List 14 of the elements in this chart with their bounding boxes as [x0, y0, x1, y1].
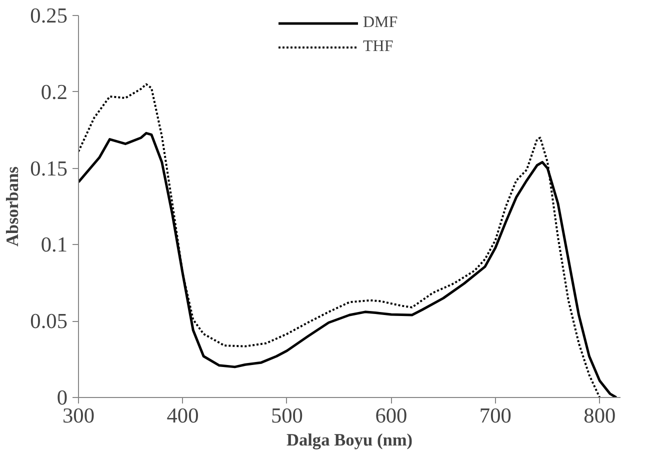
x-tick-label: 800: [584, 404, 616, 428]
y-axis-title: Absorbans: [3, 166, 22, 246]
y-tick-label: 0.15: [30, 156, 68, 180]
legend-label: THF: [363, 38, 394, 56]
y-tick-label: 0.2: [40, 80, 68, 104]
legend-label: DMF: [363, 14, 398, 32]
x-axis-title: Dalga Boyu (nm): [286, 430, 413, 450]
x-tick-label: 700: [479, 404, 512, 428]
y-tick-label: 0.05: [30, 309, 68, 334]
x-tick-label: 500: [270, 404, 303, 428]
y-tick-label: 0.25: [30, 4, 68, 28]
y-tick-label: 0.1: [40, 232, 68, 257]
x-tick-label: 600: [375, 404, 408, 428]
x-tick-label: 400: [166, 404, 199, 428]
